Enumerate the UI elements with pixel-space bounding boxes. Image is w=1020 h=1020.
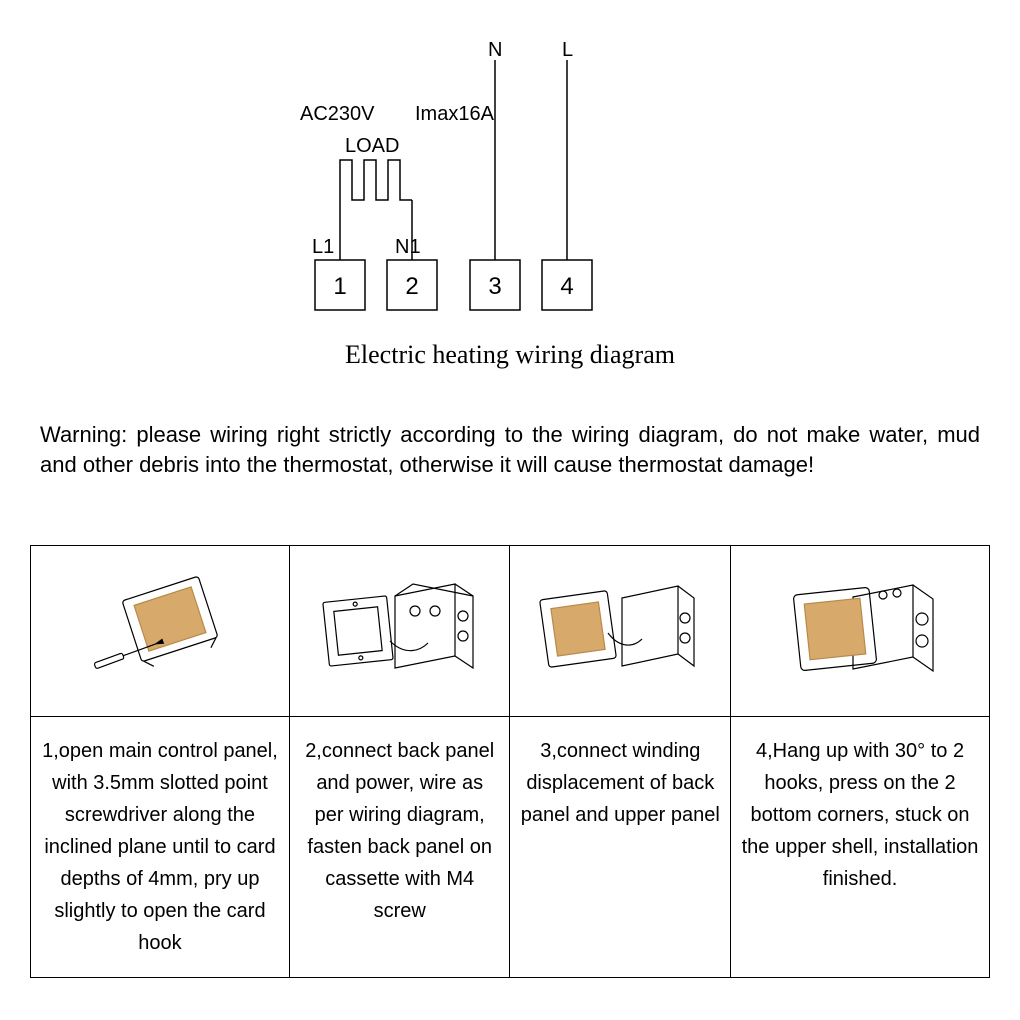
current-label: Imax16A xyxy=(415,103,495,125)
step-2-image xyxy=(289,546,510,717)
warning-text: Warning: please wiring right strictly ac… xyxy=(40,420,980,479)
terminal-2-tag: N1 xyxy=(395,236,421,258)
wiring-diagram: 1 2 3 4 L1 N1 LOAD N L AC230V Imax16A xyxy=(260,40,760,330)
load-label: LOAD xyxy=(345,135,399,157)
step-1-text: 1,open main control panel, with 3.5mm sl… xyxy=(31,717,290,978)
l-label: L xyxy=(562,40,573,61)
step-4-image xyxy=(731,546,990,717)
step-1-image xyxy=(31,546,290,717)
terminal-1-tag: L1 xyxy=(312,236,334,258)
voltage-label: AC230V xyxy=(300,103,375,125)
step-4-text: 4,Hang up with 30° to 2 hooks, press on … xyxy=(731,717,990,978)
step-3-text: 3,connect winding displacement of back p… xyxy=(510,717,731,978)
terminal-1-num: 1 xyxy=(333,273,346,300)
diagram-caption: Electric heating wiring diagram xyxy=(0,340,1020,370)
install-steps-table: 1,open main control panel, with 3.5mm sl… xyxy=(30,545,990,978)
terminal-2-num: 2 xyxy=(405,273,418,300)
terminal-4-num: 4 xyxy=(560,273,573,300)
step-2-text: 2,connect back panel and power, wire as … xyxy=(289,717,510,978)
step-3-image xyxy=(510,546,731,717)
terminal-3-num: 3 xyxy=(488,273,501,300)
n-label: N xyxy=(488,40,502,61)
